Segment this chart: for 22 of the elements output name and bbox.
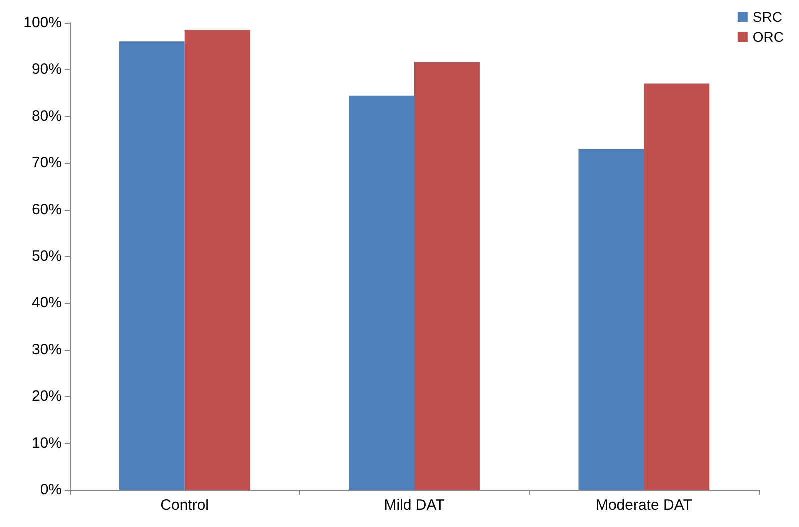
x-tick-label: Moderate DAT [596, 497, 692, 514]
y-tick-label: 70% [32, 154, 62, 172]
bar [414, 62, 480, 490]
bar [119, 42, 185, 490]
y-tick-label: 90% [32, 61, 62, 78]
y-tick-label: 20% [32, 388, 62, 406]
y-tick-label: 40% [32, 294, 62, 312]
legend-label: ORC [752, 29, 784, 45]
y-tick-label: 10% [32, 434, 62, 452]
y-tick-label: 30% [32, 341, 62, 358]
legend-label: SRC [752, 9, 782, 25]
y-tick-label: 80% [32, 108, 62, 125]
y-tick-label: 0% [40, 482, 62, 498]
y-tick-label: 100% [24, 14, 62, 32]
y-tick-label: 50% [32, 248, 62, 265]
x-tick-label: Mild DAT [384, 497, 445, 514]
bar [349, 96, 414, 490]
bar [578, 149, 644, 490]
bar [644, 84, 710, 490]
x-tick-label: Control [160, 497, 210, 514]
y-tick-label: 60% [32, 201, 62, 218]
bar [184, 30, 250, 490]
